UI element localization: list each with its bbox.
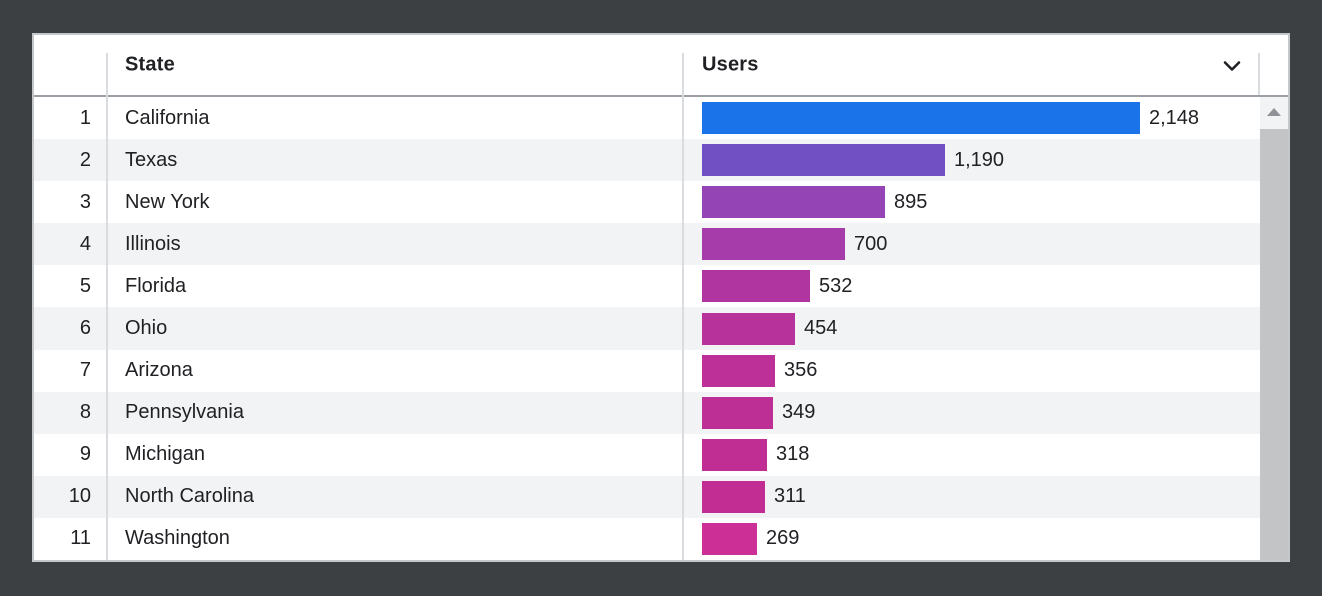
divider-rank-state [106, 53, 108, 560]
users-bar [702, 354, 775, 387]
data-table-card: State Users 1 California 2,148 2 Texas 1… [32, 33, 1290, 562]
users-value: 454 [804, 317, 838, 340]
users-bar [702, 270, 810, 303]
table-row: 10 North Carolina 311 [34, 475, 1260, 518]
row-state: North Carolina [125, 485, 254, 508]
row-state: Ohio [125, 317, 168, 340]
table-body: 1 California 2,148 2 Texas 1,190 3 New Y… [34, 97, 1260, 560]
row-state: New York [125, 190, 210, 213]
column-header-state[interactable]: State [125, 53, 175, 76]
row-users-cell: 318 [683, 438, 1260, 471]
row-state: Arizona [125, 359, 193, 382]
row-state: Pennsylvania [125, 401, 244, 424]
table-row: 4 Illinois 700 [34, 223, 1260, 266]
users-value: 1,190 [954, 148, 1005, 171]
users-value: 349 [782, 401, 816, 424]
row-rank: 6 [79, 317, 91, 340]
row-users-cell: 311 [683, 480, 1260, 513]
divider-state-users [682, 53, 684, 560]
users-value: 700 [854, 232, 888, 255]
scrollbar[interactable] [1260, 97, 1288, 560]
row-rank: 1 [79, 106, 91, 129]
users-bar [702, 480, 765, 513]
table-row: 5 Florida 532 [34, 265, 1260, 308]
row-state: Texas [125, 148, 178, 171]
table-row: 9 Michigan 318 [34, 433, 1260, 476]
users-bar [702, 522, 757, 555]
row-state: Florida [125, 274, 187, 297]
users-bar [702, 396, 773, 429]
scrollbar-thumb[interactable] [1260, 129, 1288, 560]
table-header: State Users [34, 35, 1288, 97]
users-value: 318 [776, 443, 810, 466]
table-row: 11 Washington 269 [34, 517, 1260, 560]
divider-header-end [1258, 53, 1260, 95]
row-rank: 10 [68, 485, 91, 508]
row-users-cell: 895 [683, 186, 1260, 219]
row-users-cell: 349 [683, 396, 1260, 429]
users-value: 269 [766, 527, 800, 550]
row-users-cell: 1,190 [683, 144, 1260, 177]
row-state: Washington [125, 527, 230, 550]
users-bar [702, 186, 885, 219]
chevron-down-icon[interactable] [1220, 54, 1244, 78]
table-row: 2 Texas 1,190 [34, 139, 1260, 182]
row-rank: 3 [79, 190, 91, 213]
row-rank: 11 [70, 527, 91, 550]
row-rank: 2 [79, 148, 91, 171]
arrow-up-icon [1267, 108, 1281, 116]
users-value: 311 [774, 485, 806, 508]
table-row: 8 Pennsylvania 349 [34, 391, 1260, 434]
row-users-cell: 700 [683, 228, 1260, 261]
row-state: Illinois [125, 232, 181, 255]
column-header-users[interactable]: Users [702, 53, 759, 76]
row-state: California [125, 106, 210, 129]
users-bar [702, 102, 1140, 135]
row-rank: 8 [79, 401, 91, 424]
users-value: 532 [819, 274, 853, 297]
row-users-cell: 269 [683, 522, 1260, 555]
users-bar [702, 228, 845, 261]
users-bar [702, 144, 945, 177]
row-users-cell: 2,148 [683, 102, 1260, 135]
row-users-cell: 356 [683, 354, 1260, 387]
row-rank: 4 [79, 232, 91, 255]
row-users-cell: 454 [683, 312, 1260, 345]
users-value: 356 [784, 359, 818, 382]
table-row: 1 California 2,148 [34, 97, 1260, 140]
scrollbar-up-button[interactable] [1260, 97, 1288, 128]
table-row: 7 Arizona 356 [34, 349, 1260, 392]
users-bar [702, 312, 795, 345]
row-state: Michigan [125, 443, 206, 466]
row-rank: 7 [79, 359, 91, 382]
row-rank: 5 [79, 274, 91, 297]
row-users-cell: 532 [683, 270, 1260, 303]
table-row: 3 New York 895 [34, 181, 1260, 224]
users-value: 895 [894, 190, 928, 213]
users-bar [702, 438, 767, 471]
row-rank: 9 [79, 443, 91, 466]
users-value: 2,148 [1149, 106, 1200, 129]
table-row: 6 Ohio 454 [34, 307, 1260, 350]
